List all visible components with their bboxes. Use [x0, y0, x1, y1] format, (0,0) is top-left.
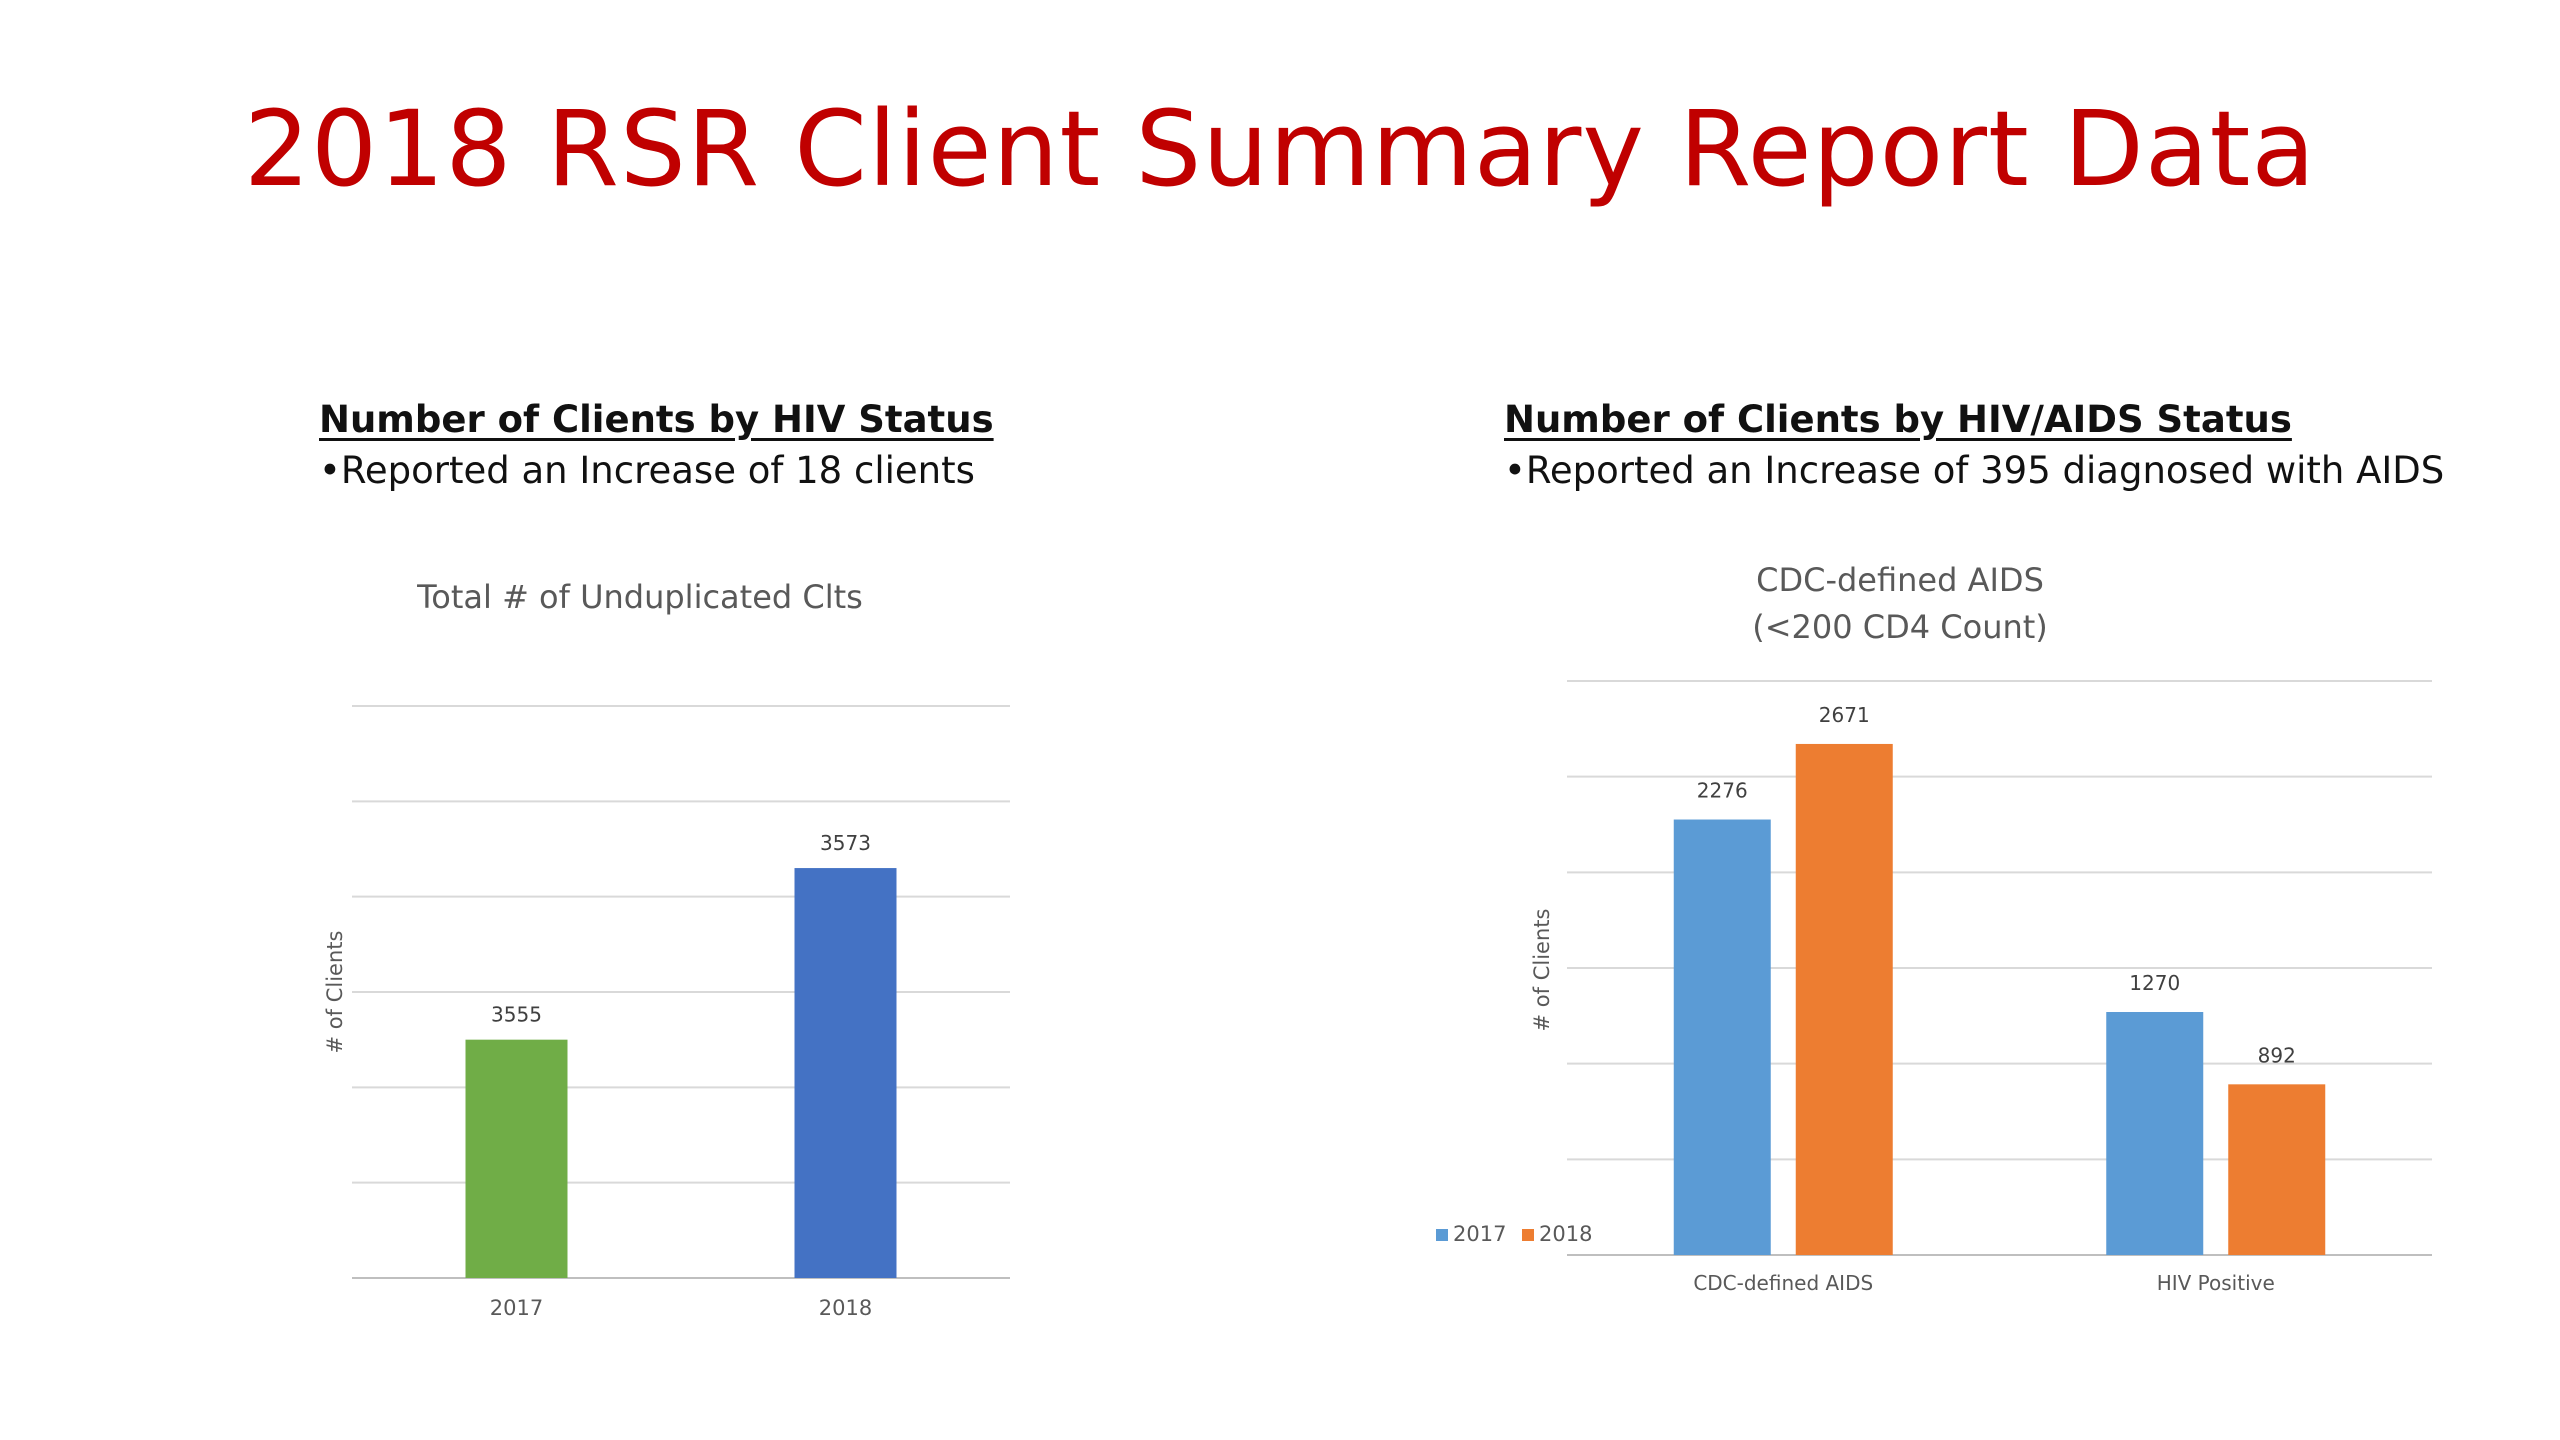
data-label-2017: 3555 [491, 1003, 542, 1027]
legend-label-2018: 2018 [1539, 1222, 1592, 1246]
x-tick-label-0: CDC-defined AIDS [1693, 1271, 1873, 1295]
data-label-2017-0: 2276 [1697, 779, 1748, 803]
left-chart-title-text: Total # of Unduplicated Clts [417, 578, 863, 616]
x-tick-label-2017: 2017 [490, 1296, 543, 1320]
data-label-2018: 3573 [820, 831, 871, 855]
right-section: Number of Clients by HIV/AIDS Status •Re… [1504, 398, 2444, 492]
bar-2018-1 [2228, 1084, 2326, 1255]
y-axis-label: # of Clients [1530, 909, 1554, 1032]
y-axis-label: # of Clients [323, 931, 347, 1054]
bar-2017 [465, 1039, 568, 1278]
bar-2017-0 [1673, 819, 1771, 1255]
left-section: Number of Clients by HIV Status •Reporte… [319, 398, 994, 492]
left-chart-title: Total # of Unduplicated Clts [330, 574, 950, 621]
right-section-bullet: •Reported an Increase of 395 diagnosed w… [1504, 449, 2445, 492]
bar-2018 [794, 868, 897, 1278]
right-chart-title: CDC-defined AIDS (<200 CD4 Count) [1590, 557, 2210, 651]
legend-swatch-2017 [1436, 1229, 1448, 1241]
slide-title: 2018 RSR Client Summary Report Data [243, 88, 2317, 210]
data-label-2018-0: 2671 [1819, 703, 1870, 727]
right-section-heading: Number of Clients by HIV/AIDS Status [1504, 398, 2292, 441]
bar-2018-0 [1795, 743, 1893, 1255]
left-section-bullet: •Reported an Increase of 18 clients [319, 449, 975, 492]
legend-swatch-2018 [1522, 1229, 1534, 1241]
x-tick-label-2018: 2018 [819, 1296, 872, 1320]
x-tick-label-1: HIV Positive [2157, 1271, 2275, 1295]
data-label-2018-1: 892 [2258, 1043, 2296, 1067]
data-label-2017-1: 1270 [2129, 971, 2180, 995]
bar-2017-1 [2106, 1012, 2204, 1255]
legend-label-2017: 2017 [1453, 1222, 1506, 1246]
right-chart-title-text: CDC-defined AIDS [1756, 561, 2044, 599]
right-chart-subtitle-text: (<200 CD4 Count) [1752, 608, 2048, 646]
left-section-heading: Number of Clients by HIV Status [319, 398, 994, 441]
